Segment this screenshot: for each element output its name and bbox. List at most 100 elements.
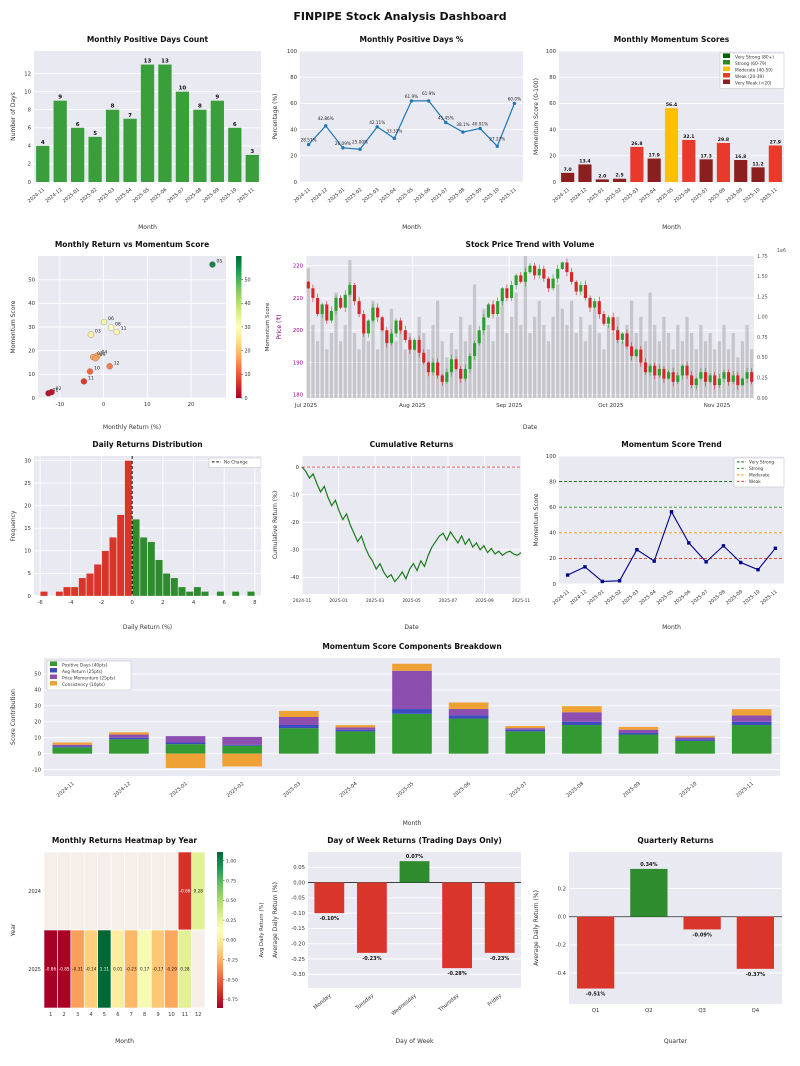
svg-text:2025-05: 2025-05 <box>132 187 151 204</box>
svg-text:25: 25 <box>24 481 31 487</box>
svg-text:0: 0 <box>553 180 557 186</box>
svg-text:Monthly Return vs Momentum Sco: Monthly Return vs Momentum Score <box>55 240 209 249</box>
svg-text:40: 40 <box>549 531 556 537</box>
svg-text:15: 15 <box>24 526 31 532</box>
chart-day-of-week-returns: Day of Week Returns (Trading Days Only) D… <box>270 828 531 1046</box>
svg-text:11: 11 <box>88 375 94 381</box>
svg-text:-0.25: -0.25 <box>291 957 305 963</box>
svg-text:-0.23%: -0.23% <box>489 956 508 962</box>
svg-text:-10: -10 <box>290 492 299 498</box>
row-4: Momentum Score Components Breakdown Month… <box>8 632 792 828</box>
svg-text:Month: Month <box>402 224 421 231</box>
svg-text:2024-11: 2024-11 <box>292 598 311 604</box>
row-3: Daily Returns Distribution Daily Return (… <box>8 432 792 632</box>
chart-monthly-returns-heatmap: Monthly Returns Heatmap by Year Month Year… <box>8 828 269 1046</box>
svg-text:2025-06: 2025-06 <box>673 589 692 606</box>
svg-text:10: 10 <box>34 736 41 742</box>
svg-text:-6: -6 <box>37 600 43 606</box>
svg-text:8: 8 <box>28 108 32 114</box>
svg-text:0.07%: 0.07% <box>405 854 422 860</box>
svg-text:0: 0 <box>38 751 42 757</box>
svg-text:1e6: 1e6 <box>777 248 786 254</box>
svg-text:Consistency (10pts): Consistency (10pts) <box>62 682 105 688</box>
svg-text:Thursday: Thursday <box>436 993 459 1014</box>
svg-text:Stock Price Trend with Volume: Stock Price Trend with Volume <box>466 240 595 249</box>
svg-text:Date: Date <box>404 624 419 631</box>
svg-text:Day of Week Returns (Trading D: Day of Week Returns (Trading Days Only) <box>327 836 502 845</box>
svg-text:Jul 2025: Jul 2025 <box>294 403 318 409</box>
svg-text:2025-07: 2025-07 <box>690 187 709 204</box>
svg-text:40: 40 <box>245 301 251 307</box>
svg-text:200: 200 <box>293 328 304 334</box>
svg-text:Friday: Friday <box>486 993 502 1008</box>
svg-text:Moderate (40-59): Moderate (40-59) <box>735 68 773 74</box>
svg-text:Very Strong: Very Strong <box>749 460 774 466</box>
row-2: Monthly Return vs Momentum Score Monthly … <box>8 232 792 432</box>
svg-text:0: 0 <box>32 396 36 402</box>
svg-text:-0.23: -0.23 <box>126 967 137 972</box>
svg-text:2025-11: 2025-11 <box>236 187 255 204</box>
svg-text:-10: -10 <box>56 402 65 408</box>
svg-text:4: 4 <box>28 144 32 150</box>
svg-text:-0.4: -0.4 <box>556 971 567 977</box>
svg-text:50: 50 <box>34 672 41 678</box>
svg-text:3: 3 <box>250 149 254 155</box>
svg-text:5: 5 <box>103 1012 106 1018</box>
svg-text:Quarterly Returns: Quarterly Returns <box>637 836 714 845</box>
svg-text:0.50: 0.50 <box>757 355 768 361</box>
svg-text:2025-09: 2025-09 <box>725 187 744 204</box>
svg-text:Cumulative Return (%): Cumulative Return (%) <box>272 491 279 559</box>
svg-text:Month: Month <box>403 820 422 827</box>
svg-text:10: 10 <box>24 89 31 95</box>
svg-text:Very Weak (<20): Very Weak (<20) <box>735 81 772 87</box>
svg-text:-0.51%: -0.51% <box>586 992 605 998</box>
svg-text:61.9%: 61.9% <box>404 94 417 99</box>
svg-text:17.9: 17.9 <box>649 153 660 159</box>
svg-text:2025-03: 2025-03 <box>282 781 302 799</box>
svg-text:2025-10: 2025-10 <box>742 187 761 204</box>
svg-text:Monday: Monday <box>312 993 332 1011</box>
svg-text:2024-12: 2024-12 <box>569 187 588 204</box>
svg-text:0.05: 0.05 <box>293 865 305 871</box>
svg-text:2025-08: 2025-08 <box>565 781 585 799</box>
svg-text:Avg Return (25pts): Avg Return (25pts) <box>62 669 103 675</box>
svg-text:07: 07 <box>97 351 103 357</box>
svg-text:10: 10 <box>245 372 251 378</box>
svg-text:2025-11: 2025-11 <box>759 187 778 204</box>
svg-text:1.11: 1.11 <box>100 967 110 972</box>
svg-text:Momentum Score Components Brea: Momentum Score Components Breakdown <box>322 642 501 651</box>
svg-text:-10: -10 <box>32 767 41 773</box>
svg-text:10: 10 <box>179 86 187 92</box>
svg-text:2025-08: 2025-08 <box>707 589 726 606</box>
svg-text:2025-05: 2025-05 <box>395 187 414 204</box>
svg-text:Q2: Q2 <box>645 1008 653 1014</box>
svg-text:0.00: 0.00 <box>293 880 305 886</box>
svg-text:-4: -4 <box>68 600 74 606</box>
svg-text:Daily Returns Distribution: Daily Returns Distribution <box>92 440 202 449</box>
svg-text:2025-09: 2025-09 <box>622 781 642 799</box>
chart-stock-price-trend-volume: Stock Price Trend with Volume Date Price (… <box>274 232 792 432</box>
chart-quarterly-returns: Quarterly Returns Quarter Average Daily Re… <box>531 828 792 1046</box>
svg-text:13: 13 <box>144 59 152 65</box>
svg-text:20: 20 <box>34 720 41 726</box>
svg-text:0.75: 0.75 <box>757 335 768 341</box>
svg-text:1.75: 1.75 <box>757 254 768 260</box>
svg-text:-0.14: -0.14 <box>86 967 97 972</box>
svg-text:2025-06: 2025-06 <box>149 187 168 204</box>
svg-text:2025-11: 2025-11 <box>735 781 755 799</box>
svg-text:9: 9 <box>58 95 62 101</box>
svg-text:190: 190 <box>293 360 304 366</box>
svg-text:2025-02: 2025-02 <box>604 187 623 204</box>
svg-text:4: 4 <box>89 1012 92 1018</box>
svg-text:7.0: 7.0 <box>564 167 572 173</box>
svg-text:11: 11 <box>121 326 127 332</box>
svg-text:Monthly Momentum Scores: Monthly Momentum Scores <box>614 35 730 44</box>
svg-text:2025-05: 2025-05 <box>656 589 675 606</box>
svg-text:-0.17: -0.17 <box>153 967 164 972</box>
svg-text:Oct 2025: Oct 2025 <box>598 403 624 409</box>
svg-text:Avg Daily Return (%): Avg Daily Return (%) <box>259 902 265 957</box>
svg-text:0.0: 0.0 <box>558 915 567 921</box>
svg-text:2025-03: 2025-03 <box>621 589 640 606</box>
svg-text:2024-12: 2024-12 <box>112 781 132 799</box>
